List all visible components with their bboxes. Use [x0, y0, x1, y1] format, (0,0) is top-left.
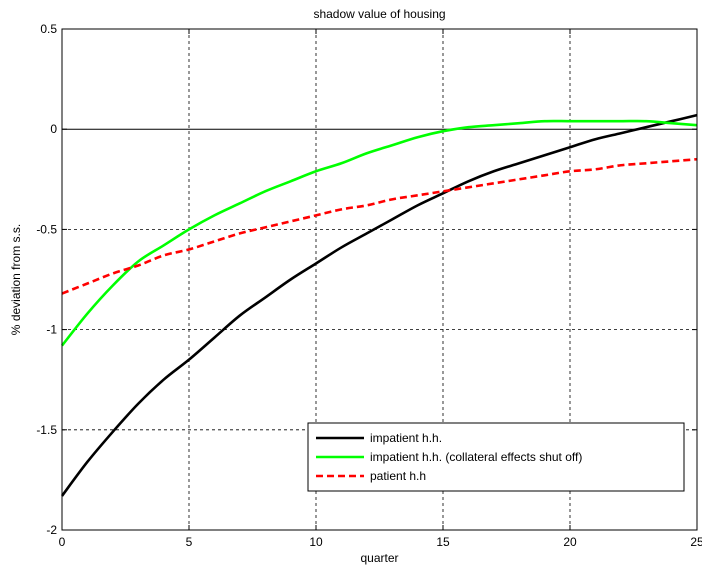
y-tick-label: 0 [50, 122, 57, 136]
plot-frame [61, 28, 698, 531]
series-layer [60, 113, 698, 497]
legend-label-2: impatient h.h. (collateral effects shut … [370, 450, 582, 464]
series-line-3 [61, 157, 698, 295]
chart-title: shadow value of housing [313, 7, 445, 21]
x-tick-label: 25 [690, 535, 702, 549]
tick-layer: 0 5 10 15 20 25 -2 -1.5 -1 -0.5 0 0.5 [36, 22, 702, 549]
x-tick-label: 20 [563, 535, 577, 549]
legend-label-3: patient h.h [370, 469, 426, 483]
legend-label-1: impatient h.h. [370, 431, 442, 445]
x-axis-title: quarter [360, 551, 398, 565]
legend-box [307, 422, 685, 492]
x-tick-label: 5 [186, 535, 193, 549]
y-tick-label: -1.5 [36, 423, 57, 437]
series-line-1 [60, 113, 698, 497]
y-tick-label: -0.5 [36, 222, 57, 236]
series-line-2 [60, 119, 698, 347]
x-tick-label: 10 [309, 535, 323, 549]
y-tick-label: 0.5 [40, 22, 57, 36]
y-tick-label: -2 [46, 523, 57, 537]
legend: impatient h.h. impatient h.h. (collateral… [307, 422, 685, 492]
y-axis-title: % deviation from s.s. [9, 224, 23, 335]
x-tick-label: 0 [59, 535, 66, 549]
y-tick-label: -1 [46, 323, 57, 337]
x-tick-label: 15 [436, 535, 450, 549]
